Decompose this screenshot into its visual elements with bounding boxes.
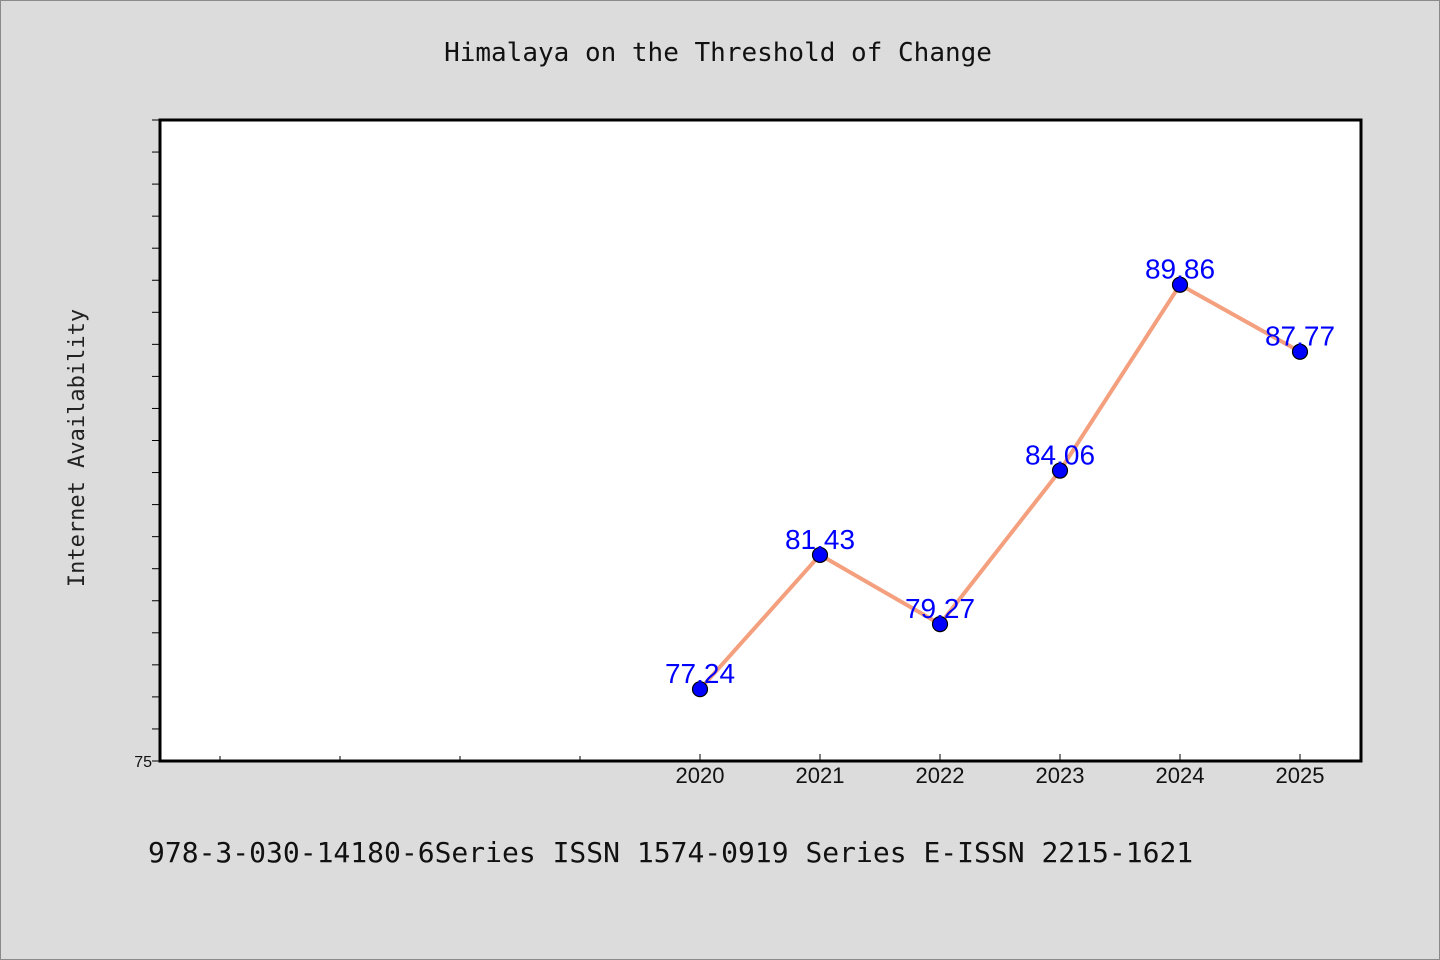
data-point [1291, 343, 1309, 360]
x-tick-label: 2020 [676, 763, 725, 788]
y-tick-label: 75 [134, 754, 152, 771]
data-point [1171, 276, 1189, 293]
data-label: 84.06 [1025, 440, 1095, 471]
data-label: 87.77 [1265, 321, 1335, 352]
x-tick-label: 2022 [916, 763, 965, 788]
plot-area [158, 118, 1363, 763]
data-label: 81.43 [785, 524, 855, 555]
data-label: 77.24 [665, 658, 735, 689]
chart-title: Himalaya on the Threshold of Change [444, 38, 992, 68]
footer-isbn-text: 978-3-030-14180-6Series ISSN 1574-0919 S… [148, 836, 1193, 869]
data-label: 79.27 [905, 593, 975, 624]
x-axis-ticks: 2020 2021 2022 2023 2024 2025 [219, 754, 1325, 788]
y-axis-ticks: 75 [134, 119, 160, 771]
series-layer [691, 276, 1309, 698]
data-label: 89.86 [1145, 254, 1215, 285]
x-tick-label: 2024 [1156, 763, 1205, 788]
data-labels: 77.24 81.43 79.27 84.06 89.86 87.77 [665, 254, 1335, 689]
data-point [691, 681, 709, 698]
x-tick-label: 2025 [1276, 763, 1325, 788]
x-tick-label: 2023 [1036, 763, 1085, 788]
series-line [698, 282, 1301, 691]
y-axis-label: Internet Availability [65, 309, 90, 587]
data-point [811, 546, 829, 564]
data-point [931, 616, 949, 633]
data-point [1051, 462, 1069, 479]
x-tick-label: 2021 [796, 763, 845, 788]
